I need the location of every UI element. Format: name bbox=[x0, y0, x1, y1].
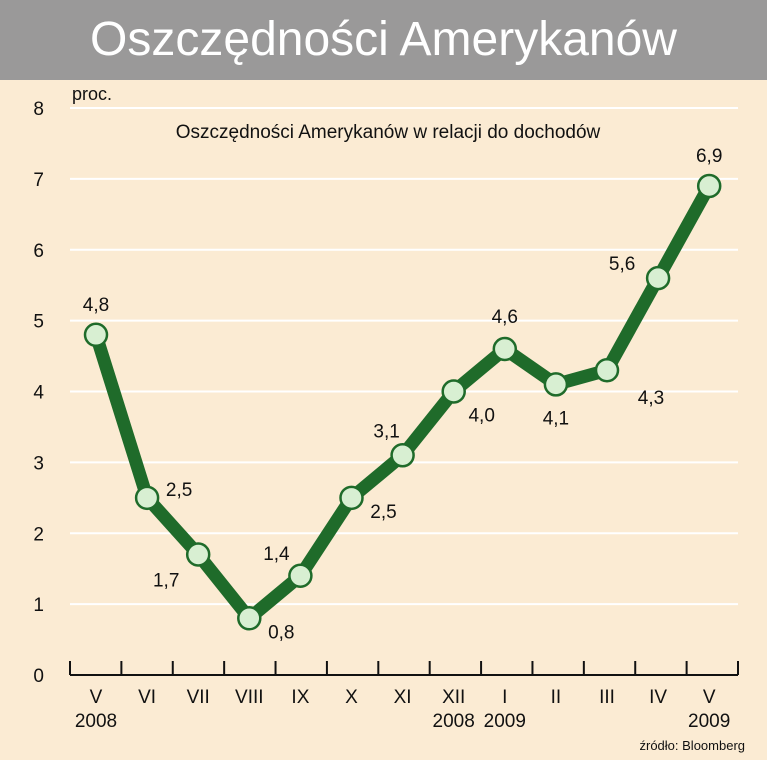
data-value-label: 4,6 bbox=[492, 307, 518, 328]
x-tick-label: V bbox=[703, 687, 716, 708]
y-tick-label: 3 bbox=[33, 453, 44, 474]
data-value-label: 2,5 bbox=[166, 480, 192, 501]
y-tick-label: 7 bbox=[33, 170, 44, 191]
y-tick-label: 0 bbox=[33, 666, 44, 687]
x-tick-label: II bbox=[551, 687, 562, 708]
y-tick-label: 8 bbox=[33, 99, 44, 120]
data-point-marker bbox=[441, 379, 466, 404]
data-value-label: 5,6 bbox=[609, 254, 635, 275]
data-point-marker bbox=[594, 357, 620, 383]
data-value-label: 2,5 bbox=[370, 502, 396, 523]
data-point-marker bbox=[696, 173, 722, 199]
data-point-marker bbox=[390, 443, 415, 468]
x-year-label: 2009 bbox=[688, 711, 730, 732]
header-bar: Oszczędności Amerykanów bbox=[0, 0, 767, 80]
data-value-label: 4,3 bbox=[638, 388, 664, 409]
y-tick-label: 5 bbox=[33, 312, 44, 333]
header-title: Oszczędności Amerykanów bbox=[90, 13, 677, 66]
data-point-marker bbox=[645, 265, 671, 291]
data-value-label: 4,8 bbox=[83, 295, 109, 316]
x-tick-label: VII bbox=[187, 687, 210, 708]
data-value-label: 1,7 bbox=[153, 571, 179, 592]
data-value-label: 3,1 bbox=[373, 421, 399, 442]
x-tick-label: XII bbox=[442, 687, 465, 708]
x-tick-label: IX bbox=[291, 687, 309, 708]
chart-title: Oszczędności Amerykanów w relacji do doc… bbox=[176, 122, 601, 143]
markers-layer bbox=[83, 173, 722, 631]
data-point-marker bbox=[288, 563, 313, 589]
data-value-label: 4,1 bbox=[543, 408, 569, 429]
x-year-label: 2008 bbox=[75, 711, 117, 732]
axes bbox=[69, 661, 739, 676]
y-tick-label: 1 bbox=[33, 595, 44, 616]
data-value-label: 6,9 bbox=[696, 146, 722, 167]
x-tick-label: X bbox=[345, 687, 358, 708]
data-value-label: 0,8 bbox=[268, 622, 294, 643]
y-tick-label: 4 bbox=[33, 383, 44, 404]
data-point-marker bbox=[237, 606, 262, 631]
x-year-label: 2009 bbox=[484, 711, 526, 732]
y-axis-unit-label: proc. bbox=[72, 84, 112, 104]
data-point-marker bbox=[134, 485, 160, 511]
y-tick-label: 2 bbox=[33, 524, 44, 545]
x-tick-label: V bbox=[90, 687, 103, 708]
data-point-marker bbox=[492, 336, 518, 362]
data-point-marker bbox=[185, 542, 211, 567]
x-tick-label: III bbox=[599, 687, 615, 708]
x-year-label: 2008 bbox=[433, 711, 475, 732]
x-tick-label: XI bbox=[394, 687, 412, 708]
data-point-marker bbox=[83, 322, 109, 348]
x-tick-label: VI bbox=[138, 687, 156, 708]
y-tick-label: 6 bbox=[33, 241, 44, 262]
data-point-marker bbox=[543, 372, 569, 397]
x-tick-label: IV bbox=[649, 687, 667, 708]
x-tick-label: VIII bbox=[235, 687, 264, 708]
data-value-label: 1,4 bbox=[263, 544, 290, 565]
source-note: źródło: Bloomberg bbox=[640, 738, 746, 753]
x-tick-label: I bbox=[502, 687, 507, 708]
data-value-label: 4,0 bbox=[468, 406, 494, 427]
data-point-marker bbox=[339, 485, 364, 511]
